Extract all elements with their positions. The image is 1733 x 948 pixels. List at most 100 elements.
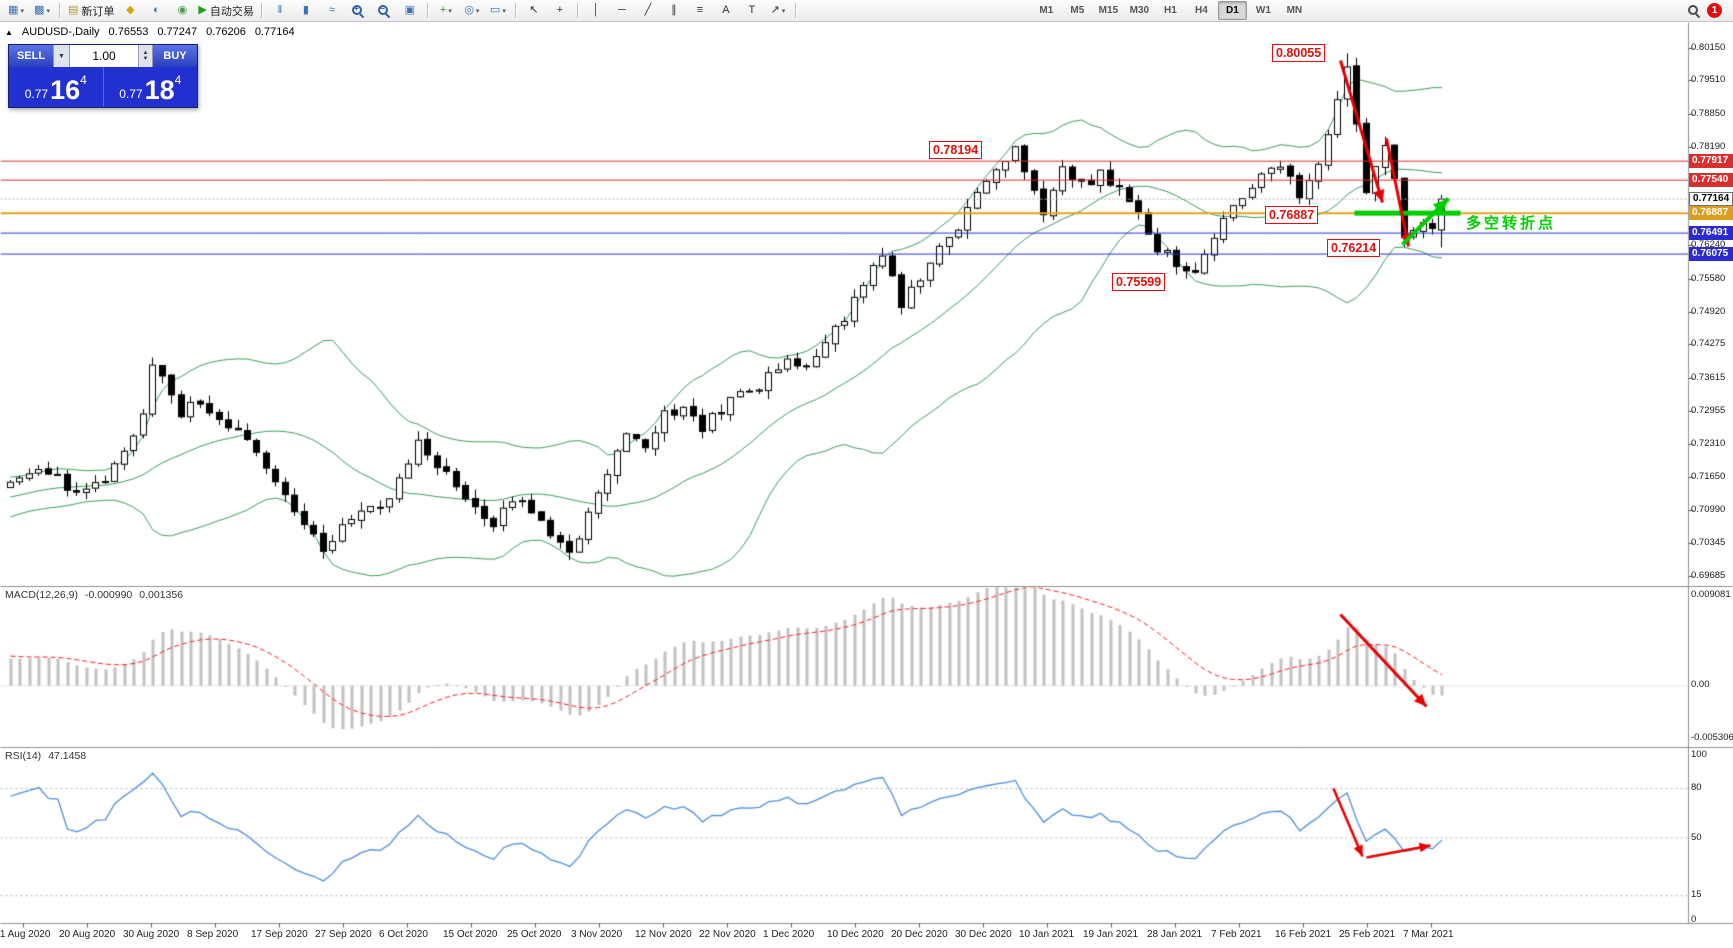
price-tag: 0.77917 bbox=[1689, 153, 1733, 168]
new-order-button-label: 新订单 bbox=[81, 5, 115, 18]
chevron-down-icon: ▾ bbox=[20, 7, 24, 15]
symbol-ohlc-bar: ▲ AUDUSD-,Daily 0.76553 0.77247 0.76206 … bbox=[5, 26, 295, 38]
rsi-scale-label: 50 bbox=[1691, 831, 1702, 843]
cursor-button[interactable]: ↖ bbox=[522, 2, 546, 20]
price-scale-label: 0.73615 bbox=[1691, 371, 1726, 383]
chevron-down-icon: ▾ bbox=[502, 7, 506, 15]
sell-price-big: 16 bbox=[50, 75, 81, 105]
crosshair-button[interactable]: + bbox=[548, 2, 572, 20]
volume-input[interactable]: 1.00 bbox=[70, 45, 138, 67]
fibonacci-icon: ≡ bbox=[696, 4, 704, 16]
annotation-peak-price[interactable]: 0.80055 bbox=[1272, 44, 1326, 62]
rsi-scale-label: 100 bbox=[1691, 749, 1707, 760]
tile-windows-button[interactable]: ▣ bbox=[398, 2, 422, 20]
vertical-line-button[interactable]: │ bbox=[584, 2, 608, 20]
channel-icon: ∥ bbox=[671, 4, 677, 16]
history-center-icon: ◐ bbox=[153, 4, 160, 16]
auto-trading-button-label: 自动交易 bbox=[209, 5, 254, 18]
macd-main-value: -0.000990 bbox=[84, 589, 133, 601]
timeframe-m15-button[interactable]: M15 bbox=[1098, 5, 1119, 16]
candlestick-mode-button[interactable]: ▮ bbox=[294, 2, 318, 20]
rsi-value: 47.1458 bbox=[48, 750, 87, 762]
toolbar-separator bbox=[59, 3, 61, 18]
magnifier-sign: − bbox=[380, 4, 385, 13]
toolbar-separator bbox=[576, 3, 579, 18]
bar-chart-mode-button[interactable]: ‖ bbox=[268, 2, 292, 20]
zoom-in-button[interactable]: + bbox=[346, 2, 370, 20]
toolbar-separator bbox=[426, 3, 429, 18]
price-scale-label: 0.71650 bbox=[1691, 470, 1726, 482]
timeframe-w1-button[interactable]: W1 bbox=[1255, 5, 1271, 16]
horizontal-line-button[interactable]: ─ bbox=[610, 2, 634, 20]
magnifier-sign: + bbox=[354, 4, 359, 13]
timeframe-m5-button[interactable]: M5 bbox=[1070, 5, 1085, 16]
annotation-resistance-price[interactable]: 0.78194 bbox=[929, 141, 983, 159]
timeframe-m30-button[interactable]: M30 bbox=[1129, 5, 1150, 16]
timeframe-h1-button[interactable]: H1 bbox=[1163, 5, 1177, 16]
sell-quote-button[interactable]: 0.77 16 4 bbox=[9, 67, 104, 107]
price-tag: 0.76491 bbox=[1689, 225, 1733, 240]
buy-quote-button[interactable]: 0.77 18 4 bbox=[104, 67, 198, 107]
channel-button[interactable]: ∥ bbox=[662, 2, 686, 20]
auto-trading-button[interactable]: ▶ 自动交易 bbox=[196, 2, 255, 20]
price-scale-label: 0.78850 bbox=[1691, 107, 1726, 119]
timeframe-mn-button[interactable]: MN bbox=[1286, 5, 1303, 16]
indicators-button[interactable]: + ▾ bbox=[434, 2, 458, 20]
chevron-up-icon: ▲ bbox=[142, 50, 149, 56]
profiles-button[interactable]: ▩ ▾ bbox=[30, 2, 54, 20]
high-value: 0.77247 bbox=[157, 26, 198, 38]
toolbar-separator bbox=[794, 3, 797, 18]
notification-badge[interactable]: 1 bbox=[1707, 3, 1722, 18]
arrows-tool-button[interactable]: ↗ ▾ bbox=[766, 2, 790, 20]
toolbar-separator bbox=[514, 3, 517, 18]
timeframe-h4-button[interactable]: H4 bbox=[1194, 5, 1208, 16]
price-tag: 0.76075 bbox=[1689, 246, 1733, 261]
new-order-button[interactable]: ▤ 新订单 bbox=[66, 2, 116, 20]
line-chart-mode-button[interactable]: ≈ bbox=[320, 2, 344, 20]
annotation-swing-low-price[interactable]: 0.76214 bbox=[1327, 239, 1381, 257]
rsi-scale-label: 0 bbox=[1691, 914, 1697, 925]
timeframe-d1-button[interactable]: D1 bbox=[1217, 1, 1247, 20]
rsi-scale-label: 15 bbox=[1691, 889, 1702, 901]
search-icon[interactable] bbox=[1687, 4, 1700, 17]
price-scale-label: 0.76240 bbox=[1691, 239, 1726, 251]
templates-button[interactable]: ▭ ▾ bbox=[486, 2, 510, 20]
volume-stepper[interactable]: ▲ ▼ bbox=[138, 45, 153, 67]
objects-icon: ◎ bbox=[464, 4, 474, 16]
price-scale-label: 0.78190 bbox=[1691, 140, 1726, 152]
annotation-support-price[interactable]: 0.75599 bbox=[1112, 273, 1166, 291]
chevron-down-icon: ▾ bbox=[781, 7, 786, 15]
trendline-button[interactable]: ╱ bbox=[636, 2, 660, 20]
horizontal-line-icon: ─ bbox=[617, 4, 626, 16]
indicators-icon: + bbox=[439, 4, 447, 16]
annotation-pivot-price[interactable]: 0.76887 bbox=[1265, 206, 1319, 224]
objects-button[interactable]: ◎ ▾ bbox=[460, 2, 484, 20]
buy-button[interactable]: BUY bbox=[153, 45, 197, 67]
history-center-button[interactable]: ◐ bbox=[144, 2, 168, 20]
new-chart-button[interactable]: ▦ ▾ bbox=[4, 2, 28, 20]
timeframe-m1-button[interactable]: M1 bbox=[1039, 5, 1054, 16]
label-button[interactable]: T bbox=[740, 2, 764, 20]
sell-button[interactable]: SELL bbox=[9, 45, 53, 67]
tile-windows-icon: ▣ bbox=[404, 4, 416, 16]
price-tag: 0.77540 bbox=[1689, 172, 1733, 187]
templates-icon: ▭ bbox=[489, 4, 501, 16]
text-button[interactable]: A bbox=[714, 2, 738, 20]
price-scale-label: 0.72955 bbox=[1691, 405, 1726, 417]
expert-advisors-button[interactable]: ◉ bbox=[170, 2, 194, 20]
chevron-down-icon: ▾ bbox=[475, 7, 480, 15]
auto-trading-icon: ▶ bbox=[198, 4, 207, 16]
metaeditor-button[interactable]: ◆ bbox=[118, 2, 142, 20]
price-scale[interactable]: 0.80150 0.79510 0.78850 0.78190 0.76240 0.755… bbox=[1689, 0, 1733, 948]
price-tag: 0.76887 bbox=[1689, 205, 1733, 220]
volume-dropdown[interactable]: ▼ bbox=[53, 45, 70, 67]
toolbar-separator bbox=[260, 3, 263, 18]
fibonacci-button[interactable]: ≡ bbox=[688, 2, 712, 20]
zoom-out-button[interactable]: − bbox=[372, 2, 396, 20]
trade-quotes-row: 0.77 16 4 0.77 18 4 bbox=[9, 67, 197, 107]
sell-price-prefix: 0.77 bbox=[24, 87, 49, 101]
macd-scale-label: 0.00 bbox=[1691, 679, 1710, 691]
price-scale-label: 0.70345 bbox=[1691, 536, 1726, 548]
collapse-panel-icon[interactable]: ▲ bbox=[5, 27, 13, 37]
